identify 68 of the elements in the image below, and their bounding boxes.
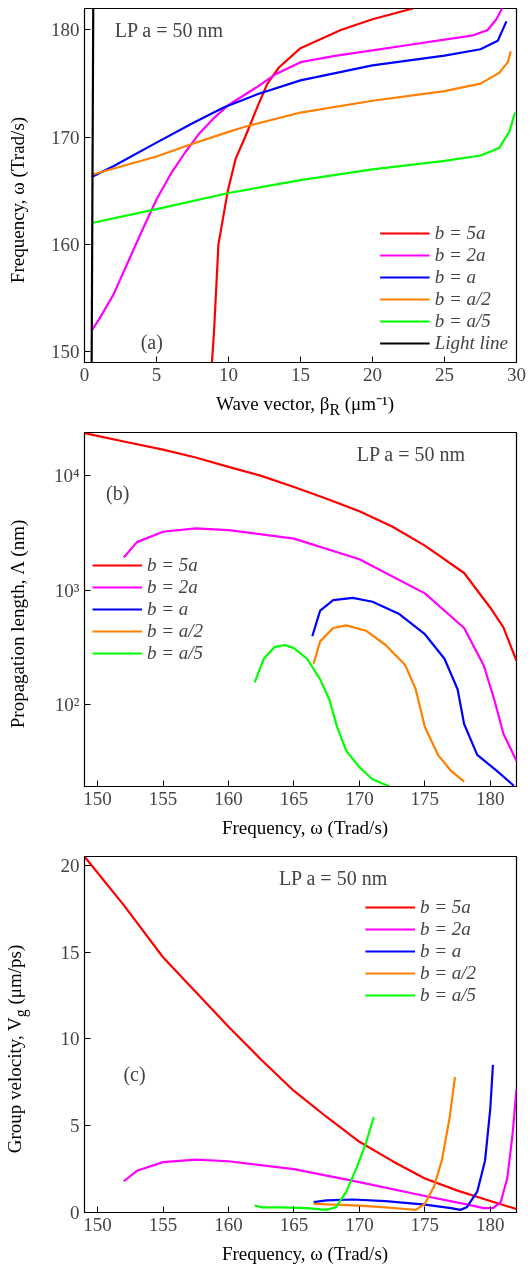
x-tick-label: 25 bbox=[435, 363, 454, 385]
legend-label: b = a/2 bbox=[434, 288, 491, 310]
annotation: LP a = 50 nm bbox=[114, 19, 224, 42]
x-tick-label: 170 bbox=[345, 1213, 374, 1235]
annotation: (a) bbox=[140, 330, 163, 354]
x-tick-label: 10 bbox=[219, 363, 238, 385]
x-tick-label: 20 bbox=[363, 363, 382, 385]
line-series bbox=[90, 8, 504, 332]
line-series bbox=[253, 1115, 375, 1211]
annotation: (b) bbox=[106, 482, 130, 506]
legend-label: b = 2a bbox=[434, 244, 486, 266]
x-axis-title: Frequency, ω (Trad/s) bbox=[220, 817, 390, 839]
line-series bbox=[312, 1075, 457, 1211]
annotation: LP a = 50 nm bbox=[356, 443, 466, 466]
legend-label: b = 2a bbox=[419, 918, 471, 940]
x-axis-title: Wave vector, β$_{R}$ (μm⁻¹) bbox=[214, 393, 395, 420]
x-tick-label: 155 bbox=[148, 787, 178, 809]
y-axis-title: Frequency, ω (Trad/s) bbox=[7, 116, 29, 284]
legend-label: b = a/5 bbox=[434, 310, 491, 332]
line-series bbox=[122, 1088, 517, 1210]
x-tick-label: 165 bbox=[279, 787, 309, 809]
annotation: (c) bbox=[123, 1062, 146, 1086]
x-tick-label: 175 bbox=[410, 1213, 440, 1235]
line-series bbox=[253, 643, 391, 787]
legend-label: b = a/5 bbox=[147, 642, 204, 664]
legend-label: b = a bbox=[147, 598, 189, 620]
y-tick-label: 10³ bbox=[54, 579, 80, 601]
y-tick-label: 10⁴ bbox=[53, 465, 80, 487]
line-series bbox=[90, 111, 517, 225]
legend-label: b = a bbox=[434, 266, 476, 288]
x-tick-label: 160 bbox=[214, 1213, 243, 1235]
legend-label: b = a bbox=[419, 940, 462, 962]
x-tick-label: 15 bbox=[291, 363, 310, 385]
x-tick-label: 180 bbox=[476, 787, 505, 809]
y-tick-label: 10² bbox=[54, 693, 80, 715]
legend-label: b = a/2 bbox=[147, 620, 204, 642]
x-tick-label: 170 bbox=[345, 787, 374, 809]
line-series bbox=[311, 596, 515, 787]
legend-label: Light line bbox=[434, 332, 508, 354]
x-tick-label: 155 bbox=[148, 1213, 178, 1235]
x-tick-label: 5 bbox=[151, 363, 162, 385]
legend-label: b = 5a bbox=[147, 554, 198, 576]
y-tick-label: 170 bbox=[51, 126, 80, 148]
x-tick-label: 175 bbox=[410, 787, 440, 809]
x-tick-label: 30 bbox=[507, 363, 526, 385]
y-tick-label: 20 bbox=[60, 854, 80, 876]
line-series bbox=[312, 624, 466, 783]
y-tick-label: 10 bbox=[60, 1028, 80, 1050]
legend-label: b = 2a bbox=[147, 576, 198, 598]
line-series bbox=[312, 1063, 495, 1211]
y-tick-label: 160 bbox=[51, 234, 80, 255]
x-tick-label: 160 bbox=[214, 787, 243, 809]
y-tick-label: 15 bbox=[60, 941, 80, 963]
x-axis-title: Frequency, ω (Trad/s) bbox=[220, 1243, 390, 1264]
annotation: LP a = 50 nm bbox=[278, 867, 388, 890]
x-tick-label: 180 bbox=[476, 1213, 505, 1235]
legend-label: b = a/5 bbox=[419, 984, 476, 1006]
line-series bbox=[84, 432, 517, 662]
line-series bbox=[122, 527, 517, 762]
x-tick-label: 165 bbox=[279, 1213, 309, 1235]
line-series bbox=[84, 856, 517, 1211]
y-tick-label: 5 bbox=[70, 1115, 80, 1137]
y-tick-label: 180 bbox=[51, 19, 80, 41]
legend-label: b = 5a bbox=[434, 222, 486, 244]
y-axis-title: Propagation length, Λ (nm) bbox=[7, 519, 29, 729]
y-tick-label: 150 bbox=[51, 341, 80, 363]
legend-label: b = a/2 bbox=[419, 962, 476, 984]
legend-label: b = 5a bbox=[419, 896, 471, 918]
